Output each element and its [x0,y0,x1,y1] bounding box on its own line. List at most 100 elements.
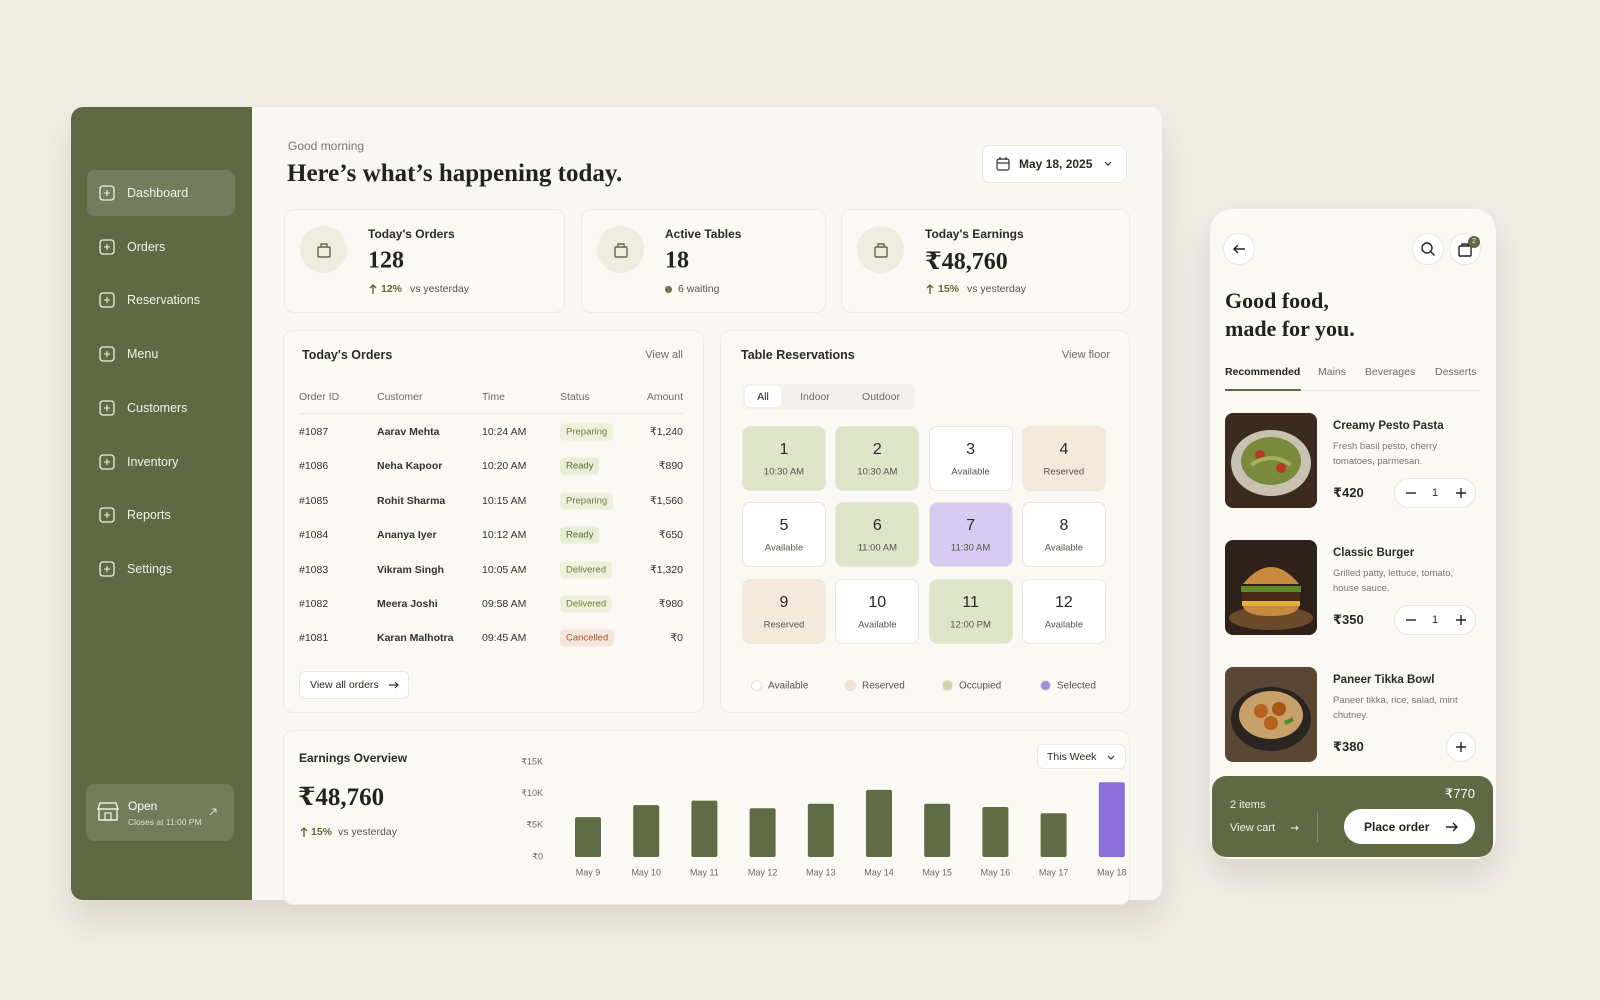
orders-panel [283,330,704,713]
back-btn[interactable] [1223,233,1255,265]
view-floor[interactable]: View floor [1061,349,1110,361]
category-tab[interactable]: Desserts [1435,366,1477,378]
cart-count: 2 items [1230,799,1266,811]
place-order-label: Place order [1364,820,1430,834]
table-tile[interactable] [742,502,826,568]
table-status: Reserved [1043,466,1085,478]
table-tile[interactable] [1021,578,1106,644]
chevron-part [1104,161,1112,166]
food-image-part [1284,717,1294,725]
date-picker[interactable] [982,145,1127,183]
minus-btn[interactable] [1406,492,1416,494]
nav-icon-part [99,561,115,577]
plus-btn[interactable] [1456,488,1466,498]
table-tile[interactable] [928,502,1013,568]
legend-label: Selected [1057,680,1096,692]
stat-label: Today's Orders [368,227,455,241]
tab[interactable]: All [757,391,769,403]
column-header: Amount [646,391,683,403]
sidebar [71,107,252,900]
tab-rule [1225,390,1480,391]
order-cell: 10:05 AM [482,563,527,576]
nav-icon [99,292,115,309]
food-image [1225,667,1317,762]
nav-icon-part [104,565,110,572]
table-tile[interactable] [1021,426,1106,491]
order-cell: 09:45 AM [482,632,527,645]
category-tab[interactable]: Recommended [1225,366,1301,378]
nav-icon-part [99,453,115,470]
search-btn[interactable] [1412,233,1444,265]
page-title: Here’s what’s happening today. [287,160,623,187]
order-cell: ₹980 [658,598,683,610]
item-description: Grilled patty, lettuce, tomato, house sa… [1333,568,1454,594]
minus-btn[interactable] [1406,619,1416,621]
nav-icon [99,507,115,523]
arrow-up-part [926,284,934,294]
store-icon-part [104,812,112,821]
table-tile[interactable] [742,426,826,491]
order-cell: Meera Joshi [377,598,438,610]
nav-item[interactable]: Customers [127,400,188,415]
table-status: Reserved [763,619,805,631]
order-cell: #1082 [299,598,329,610]
plus-btn[interactable] [1456,615,1466,625]
nav-icon-part [104,458,110,465]
nav-item[interactable]: Reservations [127,293,200,308]
nav-item[interactable]: Orders [127,239,166,254]
table-tile[interactable] [835,578,920,644]
food-image-part [1239,691,1303,739]
stat-icon-bg [857,226,904,273]
greeting: Good morning [288,139,365,153]
nav-item[interactable]: Settings [127,561,173,576]
table-tile[interactable] [742,578,826,644]
stat-icon-bg [597,226,644,273]
nav-item[interactable]: Reports [127,508,171,523]
table-tile[interactable] [835,502,920,568]
stat-icon-part [877,243,885,247]
table-status: 10:30 AM [857,466,898,478]
nav-item[interactable]: Menu [127,347,159,362]
bag-icon-part [1458,245,1472,257]
table-status: 12:00 PM [950,619,991,631]
tab[interactable]: Outdoor [862,391,900,403]
stat-icon-part [320,243,328,247]
order-cell: #1084 [299,529,329,542]
category-tab[interactable]: Mains [1318,366,1347,378]
nav-icon [99,453,115,470]
header-rule [299,413,683,414]
status-arrow-part [209,808,217,816]
table-number: 3 [966,441,976,458]
tab[interactable]: Indoor [800,391,830,403]
item-name: Paneer Tikka Bowl [1333,674,1435,686]
order-cell: 10:20 AM [482,460,527,473]
view-cart[interactable]: View cart [1230,822,1276,834]
category-tab[interactable]: Beverages [1365,366,1416,378]
plus-icon [1456,742,1466,752]
table-tile[interactable] [835,426,920,491]
table-number: 9 [779,593,789,611]
nav-active[interactable] [87,170,235,216]
table-tile[interactable] [928,578,1013,644]
order-cell: #1086 [299,460,329,473]
earnings-note: vs yesterday [338,826,397,838]
order-cell: Aarav Mehta [377,426,440,438]
nav-item[interactable]: Dashboard [127,186,189,200]
store-icon-part [97,802,119,821]
food-image-part [1242,601,1300,606]
order-cell: Ananya Iyer [377,529,437,542]
table-tile[interactable] [928,426,1013,491]
period-select[interactable] [1037,744,1126,769]
stat-note: 6 waiting [678,283,720,295]
tab-active [745,386,781,407]
nav-icon-part [104,512,110,519]
tab-underline [1225,389,1301,391]
table-tile[interactable] [1021,502,1106,568]
table-status: Available [951,466,990,478]
nav-icon-part [99,507,115,523]
view-cart-arrow [1291,825,1299,831]
view-all[interactable]: View all [645,349,683,361]
nav-item[interactable]: Inventory [127,454,179,469]
item-quantity: 1 [1431,487,1439,499]
